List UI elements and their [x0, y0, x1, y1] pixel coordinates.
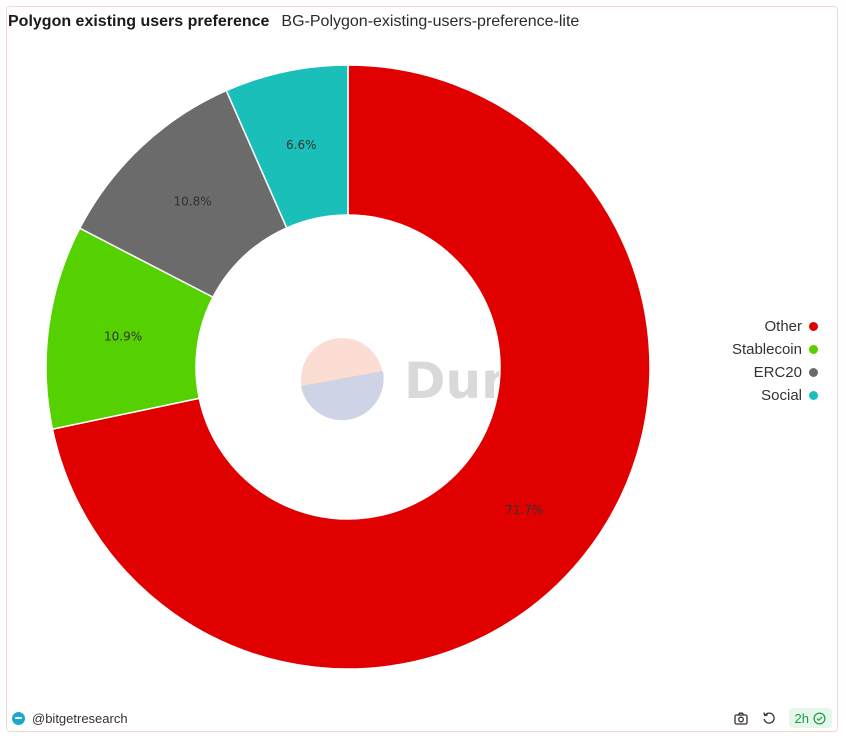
query-name[interactable]: BG-Polygon-existing-users-preference-lit…: [281, 13, 580, 30]
freshness-value: 2h: [794, 710, 809, 726]
slice-label-stablecoin: 10.9%: [104, 329, 142, 343]
chart-header: Polygon existing users preference BG-Pol…: [8, 13, 579, 31]
author-attribution[interactable]: @bitgetresearch: [12, 711, 128, 726]
legend-dot-erc20: [809, 368, 818, 377]
freshness-badge[interactable]: 2h: [788, 708, 832, 728]
slice-label-social: 6.6%: [286, 138, 317, 152]
legend-label-stablecoin: Stablecoin: [731, 341, 802, 358]
chart-actions: 2h: [733, 708, 832, 728]
camera-icon[interactable]: [733, 710, 749, 726]
legend-item-erc20[interactable]: ERC20: [754, 364, 818, 381]
chart-legend: Other Stablecoin ERC20 Social: [732, 318, 818, 404]
chart-title: Polygon existing users preference: [8, 13, 270, 30]
legend-dot-stablecoin: [809, 345, 818, 354]
legend-dot-social: [809, 391, 818, 400]
donut-slice-labels: 71.7% 10.9% 10.8% 6.6%: [104, 138, 543, 517]
watermark-logo-top: [301, 338, 383, 420]
donut-slices: [45, 64, 651, 670]
slice-label-erc20: 10.8%: [174, 195, 212, 209]
refresh-icon[interactable]: [761, 710, 777, 726]
slice-other[interactable]: [51, 64, 651, 670]
check-circle-icon: [813, 711, 826, 725]
legend-item-social[interactable]: Social: [761, 387, 818, 404]
watermark-logo-bottom: [301, 371, 384, 421]
legend-label-erc20: ERC20: [753, 364, 802, 381]
slice-label-other: 71.7%: [505, 503, 543, 517]
legend-item-stablecoin[interactable]: Stablecoin: [732, 341, 818, 358]
legend-label-social: Social: [761, 387, 802, 404]
legend-item-other[interactable]: Other: [764, 318, 818, 335]
author-handle: @bitgetresearch: [32, 711, 128, 726]
slice-social[interactable]: [225, 64, 349, 229]
legend-label-other: Other: [764, 318, 802, 335]
author-avatar-icon: [12, 712, 25, 725]
legend-dot-other: [809, 322, 818, 331]
